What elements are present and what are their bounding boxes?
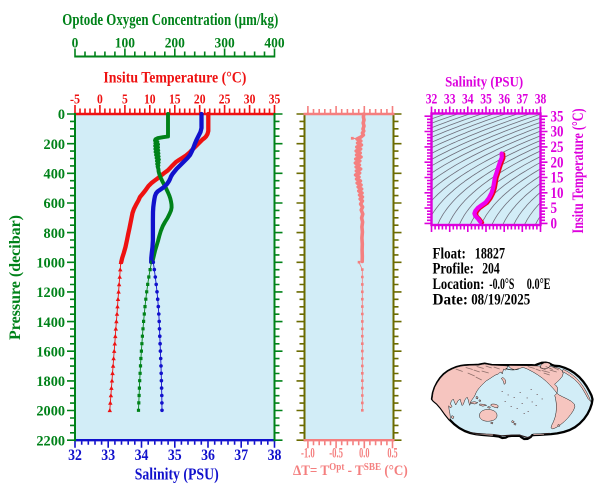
svg-text:-0.0°S: -0.0°S <box>489 276 514 293</box>
svg-text:0: 0 <box>72 36 79 52</box>
svg-text:ΔT= TOpt - TSBE (°C): ΔT= TOpt - TSBE (°C) <box>293 461 408 479</box>
svg-text:Insitu Temperature (°C): Insitu Temperature (°C) <box>570 109 587 234</box>
svg-text:10: 10 <box>551 185 564 202</box>
svg-text:32: 32 <box>426 91 438 107</box>
svg-text:200: 200 <box>44 137 65 153</box>
svg-text:1400: 1400 <box>36 315 65 331</box>
svg-text:35: 35 <box>480 91 492 107</box>
svg-text:204: 204 <box>482 261 500 278</box>
svg-text:25: 25 <box>219 91 231 106</box>
svg-text:400: 400 <box>44 167 65 183</box>
svg-text:20: 20 <box>551 154 564 171</box>
svg-text:35: 35 <box>551 108 564 125</box>
svg-text:38: 38 <box>268 447 282 464</box>
svg-text:08/19/2025: 08/19/2025 <box>471 292 530 309</box>
svg-text:32: 32 <box>68 447 82 464</box>
svg-text:15: 15 <box>551 170 564 187</box>
svg-text:5: 5 <box>551 200 558 217</box>
svg-text:10: 10 <box>144 91 156 106</box>
svg-text:Location:: Location: <box>433 276 485 293</box>
svg-text:0.5: 0.5 <box>387 446 397 462</box>
svg-text:2200: 2200 <box>36 433 65 449</box>
svg-text:25: 25 <box>551 139 564 156</box>
svg-text:30: 30 <box>551 124 564 141</box>
svg-text:100: 100 <box>115 36 135 52</box>
svg-text:36: 36 <box>498 91 510 107</box>
svg-text:35: 35 <box>269 91 281 106</box>
svg-text:-0.5: -0.5 <box>329 446 343 462</box>
svg-text:400: 400 <box>264 36 284 52</box>
svg-text:Date:: Date: <box>433 292 469 309</box>
svg-text:18827: 18827 <box>475 245 505 262</box>
svg-text:15: 15 <box>169 91 181 106</box>
svg-text:2000: 2000 <box>36 404 65 420</box>
svg-text:0.0°E: 0.0°E <box>527 276 551 293</box>
svg-text:Float:: Float: <box>433 245 466 262</box>
svg-text:-5: -5 <box>70 91 80 106</box>
svg-text:1800: 1800 <box>36 374 65 390</box>
svg-text:33: 33 <box>444 91 456 107</box>
svg-text:1000: 1000 <box>36 256 65 272</box>
svg-text:0.0: 0.0 <box>359 446 369 462</box>
svg-text:800: 800 <box>44 226 65 242</box>
svg-text:Pressure (decibar): Pressure (decibar) <box>7 215 24 340</box>
svg-text:Insitu Temperature (°C): Insitu Temperature (°C) <box>103 70 246 87</box>
svg-text:1600: 1600 <box>36 344 65 360</box>
svg-text:38: 38 <box>535 91 547 107</box>
svg-text:200: 200 <box>165 36 185 52</box>
svg-text:37: 37 <box>234 447 248 464</box>
svg-text:1200: 1200 <box>36 285 65 301</box>
svg-text:0: 0 <box>58 107 65 123</box>
svg-text:37: 37 <box>517 91 529 107</box>
svg-text:Salinity (PSU): Salinity (PSU) <box>135 465 219 484</box>
svg-text:Profile:: Profile: <box>433 261 475 278</box>
svg-text:30: 30 <box>244 91 256 106</box>
svg-text:34: 34 <box>135 447 149 464</box>
svg-text:Optode Oxygen Concentration (µ: Optode Oxygen Concentration (µm/kg) <box>62 10 278 29</box>
svg-text:0: 0 <box>97 91 103 106</box>
svg-text:20: 20 <box>194 91 206 106</box>
svg-text:34: 34 <box>462 91 474 107</box>
svg-text:35: 35 <box>168 447 182 464</box>
svg-text:600: 600 <box>44 196 65 212</box>
svg-text:Salinity (PSU): Salinity (PSU) <box>445 75 523 91</box>
svg-text:0: 0 <box>551 216 558 233</box>
svg-text:300: 300 <box>215 36 235 52</box>
svg-text:5: 5 <box>122 91 128 106</box>
svg-text:-1.0: -1.0 <box>301 446 315 462</box>
svg-text:36: 36 <box>201 447 215 464</box>
svg-text:33: 33 <box>101 447 115 464</box>
